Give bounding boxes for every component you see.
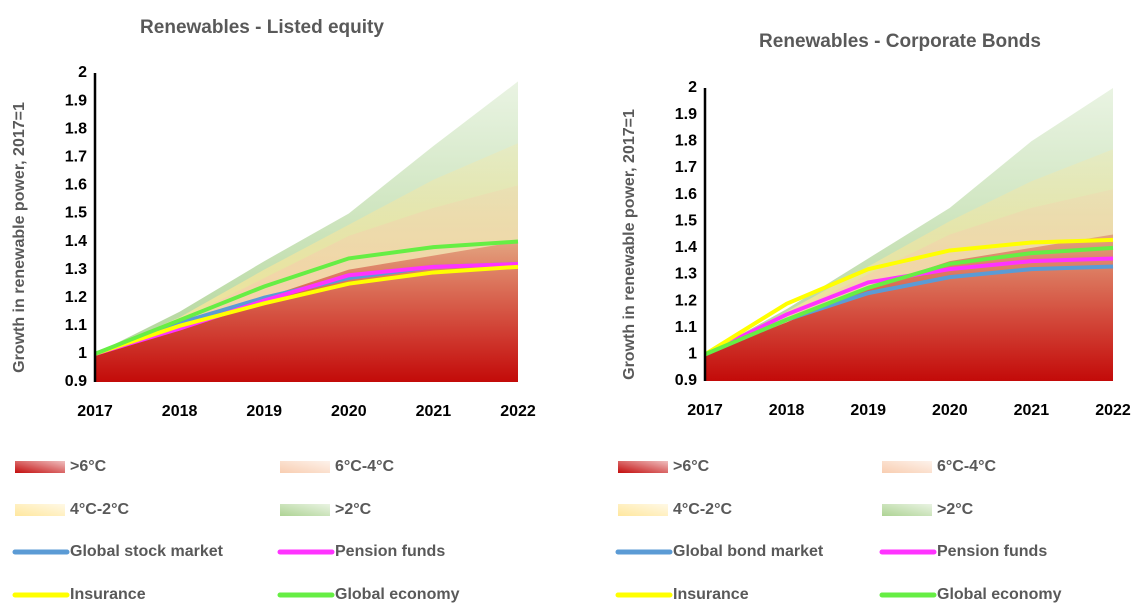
y-tick-label: 1.3 bbox=[675, 266, 697, 283]
chart-title: Renewables - Corporate Bonds bbox=[759, 31, 1041, 52]
line bbox=[704, 245, 1114, 357]
y-tick-label: 1.5 bbox=[65, 205, 87, 222]
x-tick-label: 2017 bbox=[77, 403, 113, 420]
legend-swatch bbox=[618, 461, 668, 473]
legend-swatch bbox=[15, 504, 65, 516]
y-tick-label: 1.3 bbox=[65, 261, 87, 278]
x-tick-label: 2018 bbox=[769, 402, 805, 419]
line bbox=[94, 262, 519, 356]
legend-label: >2°C bbox=[335, 501, 372, 518]
line bbox=[94, 239, 519, 356]
y-tick-label: 1.9 bbox=[65, 92, 87, 109]
x-tick-label: 2022 bbox=[500, 403, 536, 420]
x-tick-label: 2021 bbox=[1014, 402, 1050, 419]
x-tick-label: 2020 bbox=[932, 402, 968, 419]
legend-label: Global economy bbox=[335, 586, 460, 603]
chart-title: Renewables - Listed equity bbox=[140, 17, 384, 38]
legend-label: Global bond market bbox=[673, 543, 824, 560]
x-tick-label: 2018 bbox=[162, 403, 198, 420]
y-tick-label: 1.7 bbox=[675, 159, 697, 176]
y-tick-label: 1.2 bbox=[65, 289, 87, 306]
legend-label: 6°C-4°C bbox=[937, 458, 996, 475]
legend-swatch bbox=[15, 461, 65, 473]
legend-swatch bbox=[882, 461, 932, 473]
legend-label: Pension funds bbox=[335, 543, 445, 560]
y-tick-label: 1.6 bbox=[675, 186, 697, 203]
legend-swatch bbox=[280, 504, 330, 516]
y-tick-label: 2 bbox=[688, 79, 697, 96]
legend-label: >2°C bbox=[937, 501, 974, 518]
legend-swatch bbox=[618, 504, 668, 516]
x-tick-label: 2020 bbox=[331, 403, 367, 420]
y-tick-label: 0.9 bbox=[675, 372, 697, 389]
legend-label: Insurance bbox=[70, 586, 146, 603]
legend-label: >6°C bbox=[70, 458, 107, 475]
y-tick-label: 1.4 bbox=[65, 233, 87, 250]
x-tick-label: 2017 bbox=[687, 402, 723, 419]
legend-label: >6°C bbox=[673, 458, 710, 475]
x-tick-label: 2022 bbox=[1095, 402, 1131, 419]
y-tick-label: 1.9 bbox=[675, 106, 697, 123]
y-tick-label: 1.8 bbox=[675, 132, 697, 149]
y-tick-label: 1.1 bbox=[65, 317, 87, 334]
y-tick-label: 1.4 bbox=[675, 239, 697, 256]
line bbox=[703, 237, 1114, 357]
y-tick-label: 1 bbox=[688, 346, 697, 363]
legend-label: 4°C-2°C bbox=[70, 501, 129, 518]
y-tick-label: 1 bbox=[78, 345, 87, 362]
y-tick-label: 1.1 bbox=[675, 319, 697, 336]
y-axis-label: Growth in renewable power, 2017=1 bbox=[11, 102, 28, 373]
x-tick-label: 2019 bbox=[246, 403, 282, 420]
legend-label: 4°C-2°C bbox=[673, 501, 732, 518]
y-tick-label: 2 bbox=[78, 64, 87, 81]
y-tick-label: 1.2 bbox=[675, 292, 697, 309]
legend-label: Pension funds bbox=[937, 543, 1047, 560]
y-tick-label: 1.6 bbox=[65, 177, 87, 194]
legend-label: 6°C-4°C bbox=[335, 458, 394, 475]
legend-label: Insurance bbox=[673, 586, 749, 603]
legend-swatch bbox=[882, 504, 932, 516]
legend-label: Global economy bbox=[937, 586, 1062, 603]
y-tick-label: 1.5 bbox=[675, 212, 697, 229]
x-tick-label: 2021 bbox=[416, 403, 452, 420]
y-tick-label: 1.8 bbox=[65, 120, 87, 137]
y-tick-label: 0.9 bbox=[65, 373, 87, 390]
legend-swatch bbox=[280, 461, 330, 473]
legend-label: Global stock market bbox=[70, 543, 224, 560]
x-tick-label: 2019 bbox=[850, 402, 886, 419]
y-axis-label: Growth in renewable power, 2017=1 bbox=[621, 109, 638, 380]
line bbox=[94, 264, 519, 356]
y-tick-label: 1.7 bbox=[65, 148, 87, 165]
